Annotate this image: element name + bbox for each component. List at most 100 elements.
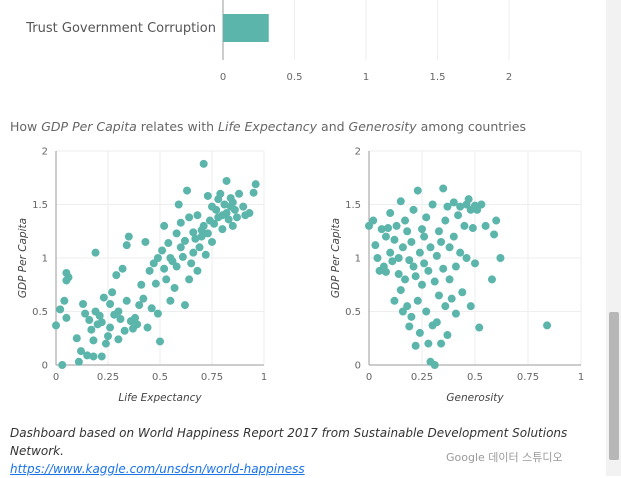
scatter-point[interactable]: [104, 332, 112, 341]
scatter-point[interactable]: [432, 251, 441, 260]
scatter-point[interactable]: [388, 257, 397, 266]
scatter-point[interactable]: [386, 209, 395, 218]
scatter-point[interactable]: [398, 243, 407, 252]
scatter-point[interactable]: [369, 216, 378, 225]
scatter-point[interactable]: [162, 275, 171, 284]
scatter-point[interactable]: [166, 296, 175, 305]
scatter-point[interactable]: [185, 213, 194, 222]
scatter-point[interactable]: [405, 322, 414, 331]
scatter-point[interactable]: [193, 266, 202, 275]
scatter-point[interactable]: [114, 307, 123, 316]
scatter-point[interactable]: [487, 275, 496, 284]
scatter-point[interactable]: [373, 254, 382, 262]
scatter-point[interactable]: [381, 232, 390, 241]
scatter-point[interactable]: [439, 264, 448, 273]
scatter-point[interactable]: [422, 213, 431, 222]
scatter-point[interactable]: [413, 296, 422, 305]
scatter-point[interactable]: [409, 262, 418, 271]
scatter-point[interactable]: [409, 205, 418, 214]
scatter-point[interactable]: [99, 293, 108, 302]
scatter-point[interactable]: [122, 241, 131, 250]
scatter-point[interactable]: [386, 248, 395, 257]
scatter-point[interactable]: [101, 339, 110, 348]
scatter-point[interactable]: [228, 198, 237, 207]
scatter-point[interactable]: [434, 227, 443, 236]
scatter-point[interactable]: [443, 202, 452, 211]
scatter-point[interactable]: [403, 227, 412, 236]
scatter-point[interactable]: [58, 361, 67, 369]
scatter-point[interactable]: [415, 248, 424, 257]
scatter-point[interactable]: [170, 283, 179, 292]
scatter-point[interactable]: [424, 339, 433, 348]
scatter-point[interactable]: [89, 336, 98, 345]
scatter-point[interactable]: [464, 195, 473, 204]
scatter-point[interactable]: [543, 321, 552, 330]
scatter-point[interactable]: [218, 225, 227, 234]
scatter-point[interactable]: [235, 189, 244, 198]
scatter-point[interactable]: [454, 211, 463, 220]
scatter-point[interactable]: [216, 189, 225, 198]
scatter-point[interactable]: [475, 323, 484, 332]
scatter-point[interactable]: [471, 259, 479, 268]
scatter-point[interactable]: [365, 221, 373, 230]
scatter-point[interactable]: [430, 277, 439, 286]
scatter-point[interactable]: [212, 205, 221, 214]
scatter-point[interactable]: [394, 270, 403, 279]
scatter-point[interactable]: [496, 254, 505, 262]
scatter-point[interactable]: [411, 341, 420, 350]
scatter-point[interactable]: [176, 243, 185, 252]
scatter-point[interactable]: [122, 296, 131, 305]
scatter-point[interactable]: [441, 302, 450, 311]
scatter-point[interactable]: [407, 237, 416, 246]
scatter-point[interactable]: [403, 302, 412, 311]
scatter-point[interactable]: [473, 205, 482, 214]
scatter-point[interactable]: [424, 266, 433, 275]
scrollbar-thumb[interactable]: [609, 312, 619, 460]
scatter-point[interactable]: [131, 313, 140, 322]
scatter-point[interactable]: [195, 243, 204, 252]
scatter-point[interactable]: [418, 280, 426, 289]
scatter-point[interactable]: [443, 331, 452, 340]
scatter-point[interactable]: [133, 320, 142, 329]
scatter-point[interactable]: [108, 288, 117, 297]
scatter-point[interactable]: [137, 280, 146, 289]
scatter-point[interactable]: [62, 313, 71, 322]
scatter-point[interactable]: [160, 221, 169, 230]
scatter-point[interactable]: [83, 351, 92, 360]
scatter-point[interactable]: [97, 352, 106, 361]
scatter-point[interactable]: [124, 232, 133, 241]
scatter-point[interactable]: [56, 305, 65, 314]
scatter-point[interactable]: [153, 254, 162, 262]
scatter-point[interactable]: [477, 200, 486, 209]
scatter-point[interactable]: [407, 312, 416, 321]
scatter-point[interactable]: [401, 216, 410, 225]
scatter-point[interactable]: [430, 361, 439, 369]
scatter-point[interactable]: [420, 259, 429, 268]
scatter-point[interactable]: [201, 250, 210, 259]
scatter-point[interactable]: [60, 296, 69, 305]
scatter-point[interactable]: [164, 239, 173, 248]
scatter-point[interactable]: [411, 272, 420, 281]
source-link[interactable]: https://www.kaggle.com/unsdsn/world-happ…: [10, 462, 305, 476]
scatter-point[interactable]: [432, 318, 441, 327]
scatter-point[interactable]: [114, 335, 123, 344]
scatter-point[interactable]: [143, 323, 152, 332]
scatter-point[interactable]: [197, 232, 206, 241]
scatter-point[interactable]: [456, 202, 465, 211]
scatter-point[interactable]: [91, 248, 100, 257]
scatter-point[interactable]: [172, 262, 181, 271]
scatter-point[interactable]: [147, 304, 156, 313]
scatter-point[interactable]: [52, 321, 60, 330]
scatter-point[interactable]: [79, 300, 88, 309]
scatter-point[interactable]: [189, 248, 198, 257]
scatter-point[interactable]: [239, 202, 248, 211]
scatter-point[interactable]: [153, 309, 162, 318]
scatter-point[interactable]: [396, 286, 405, 295]
scatter-point[interactable]: [158, 246, 167, 255]
scatter-point[interactable]: [189, 228, 198, 237]
scatter-point[interactable]: [120, 326, 129, 335]
scatter-point[interactable]: [228, 221, 237, 230]
scatter-point[interactable]: [230, 205, 239, 214]
scatter-point[interactable]: [492, 216, 501, 225]
scatter-point[interactable]: [445, 275, 454, 284]
